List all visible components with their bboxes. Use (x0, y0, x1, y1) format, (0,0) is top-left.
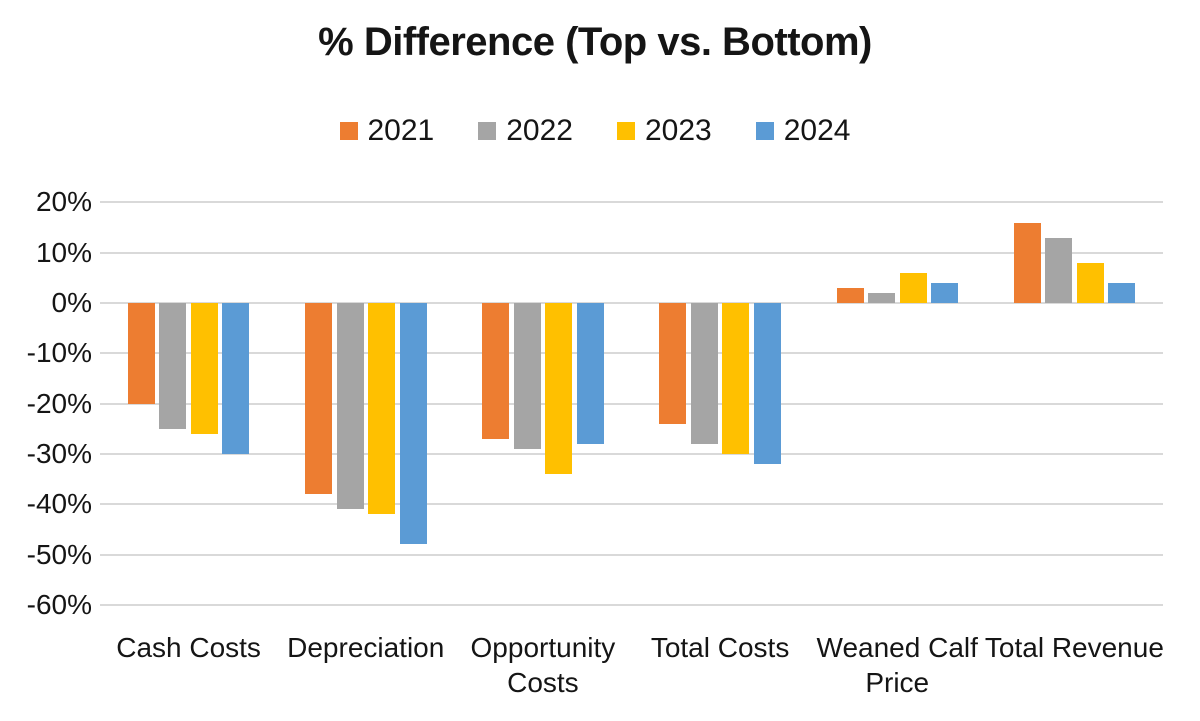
legend-label: 2024 (783, 114, 851, 147)
x-axis-category-label: Weaned Calf Price (816, 632, 978, 698)
gridline (100, 302, 1163, 304)
gridline (100, 352, 1163, 355)
x-axis-category-label: Total Revenue (984, 632, 1164, 663)
bar-2021-opportunity-costs (482, 303, 510, 439)
legend-item-2021: 2021 (339, 114, 435, 147)
legend-item-2023: 2023 (617, 116, 712, 146)
bar-2023-weaned-calf-price (899, 272, 927, 303)
bar-2024-opportunity-costs (576, 303, 604, 444)
bar-2022-weaned-calf-price (868, 292, 895, 303)
bar-2023-cash-costs (190, 303, 218, 434)
legend-swatch-icon (478, 122, 497, 140)
y-axis-tick-label: 0% (51, 287, 92, 318)
bar-2021-total-revenue (1013, 222, 1041, 303)
bar-2024-depreciation (399, 303, 427, 545)
legend-swatch-icon (617, 122, 635, 140)
legend-item-2022: 2022 (478, 116, 573, 146)
legend-swatch-icon (755, 122, 774, 140)
bar-2021-cash-costs (127, 303, 155, 404)
chart-title: % Difference (Top vs. Bottom) (318, 20, 872, 64)
bar-2023-total-revenue (1076, 262, 1104, 303)
gridline (100, 201, 1163, 204)
y-axis-tick-label: -20% (26, 387, 92, 419)
gridline (100, 452, 1163, 455)
y-axis-tick-label: -50% (26, 538, 92, 570)
x-axis-category-label: Cash Costs (116, 632, 261, 663)
y-axis-tick-label: 20% (35, 186, 92, 218)
gridline (100, 603, 1163, 606)
gridline (100, 553, 1163, 556)
bar-2024-total-revenue (1108, 282, 1136, 303)
gridline (100, 503, 1163, 506)
bar-2023-opportunity-costs (545, 303, 573, 475)
x-axis-category-label: Opportunity Costs (470, 632, 616, 698)
y-axis-tick-label: -10% (26, 337, 92, 369)
bar-2022-opportunity-costs (513, 303, 541, 449)
bar-2024-cash-costs (222, 303, 250, 454)
bar-2024-total-costs (753, 303, 781, 464)
legend-item-2024: 2024 (755, 114, 851, 147)
legend-label: 2023 (645, 114, 712, 147)
x-axis-category-label: Total Costs (650, 632, 790, 663)
bar-2021-depreciation (305, 303, 332, 495)
legend-label: 2021 (367, 114, 435, 147)
chart-legend: 2021 2022 2023 2024 (0, 116, 1190, 146)
bar-2021-weaned-calf-price (836, 287, 864, 303)
bar-2023-total-costs (722, 303, 750, 454)
gridline (100, 402, 1163, 405)
x-axis-category-label: Depreciation (287, 632, 445, 663)
bar-2023-depreciation (368, 303, 395, 515)
legend-swatch-icon (339, 122, 358, 140)
bar-2024-weaned-calf-price (931, 282, 958, 303)
bar-2021-total-costs (659, 303, 687, 424)
y-axis-tick-label: 10% (35, 236, 92, 268)
bar-2022-total-costs (690, 303, 718, 444)
bar-2022-depreciation (336, 303, 364, 510)
legend-label: 2022 (506, 114, 573, 147)
y-axis-tick-label: -30% (26, 437, 92, 469)
bar-2022-cash-costs (159, 303, 187, 429)
bar-2022-total-revenue (1045, 237, 1073, 303)
y-axis-tick-label: -40% (26, 488, 92, 520)
y-axis-tick-label: -60% (26, 588, 92, 620)
gridline (100, 251, 1163, 254)
